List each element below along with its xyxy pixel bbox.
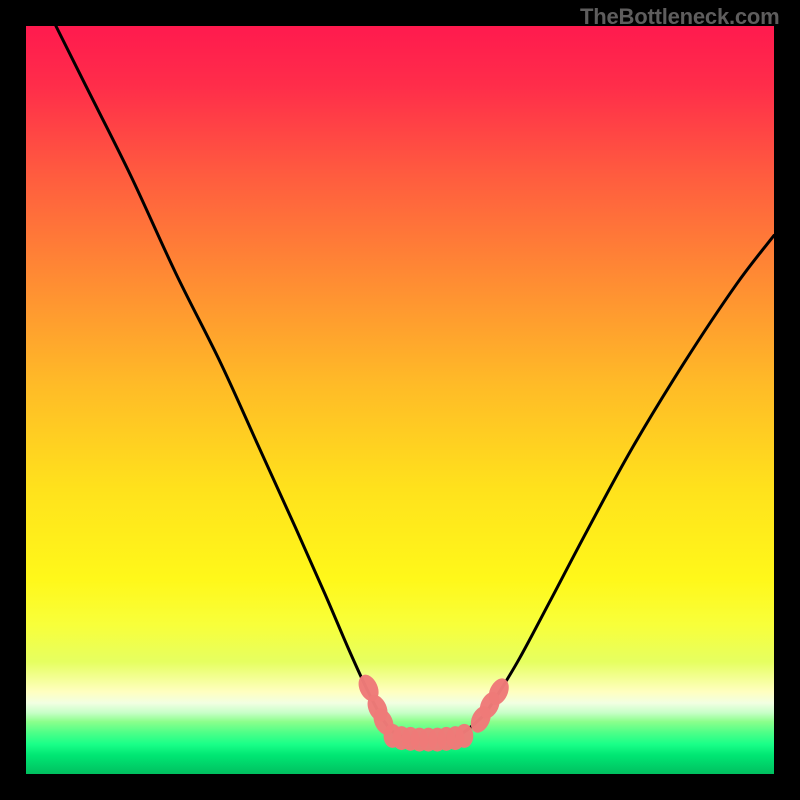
watermark-text: TheBottleneck.com: [580, 4, 780, 30]
chart-frame: TheBottleneck.com: [0, 0, 800, 800]
marker-band-bottom: [384, 724, 474, 752]
bottleneck-chart: [0, 0, 800, 800]
